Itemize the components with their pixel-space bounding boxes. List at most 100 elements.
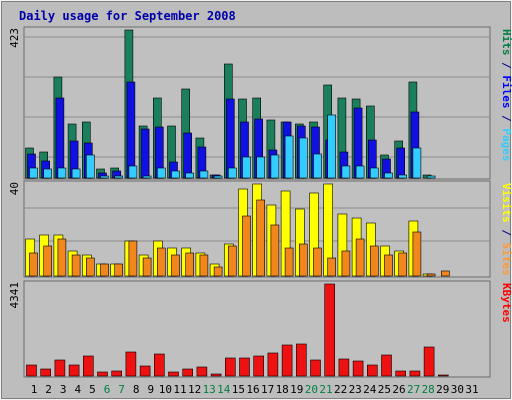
day-label: 10 (159, 383, 172, 396)
bar-pages (171, 170, 180, 179)
bar-sites (86, 257, 95, 277)
bar-kbytes (54, 359, 66, 377)
bar-kbytes (40, 368, 52, 377)
bar-sites (355, 238, 365, 277)
panel-middle-legend-label: Visits / Sites (500, 183, 512, 276)
bar-kbytes (168, 371, 179, 377)
bar-sites (57, 238, 67, 277)
bar-sites (29, 252, 38, 277)
bar-kbytes (310, 359, 321, 377)
day-label: 11 (173, 383, 186, 396)
bar-sites (313, 247, 322, 277)
bar-sites (327, 257, 337, 277)
bar-sites (185, 252, 194, 277)
bar-pages (71, 168, 81, 179)
panel-top-max-label: 423 (8, 28, 21, 48)
legend-part: KBytes (500, 283, 512, 323)
day-label: 14 (217, 383, 231, 396)
bar-sites (71, 254, 81, 277)
day-label: 5 (89, 383, 96, 396)
day-label: 1 (31, 383, 38, 396)
day-label: 9 (147, 383, 154, 396)
bar-kbytes (324, 283, 336, 377)
legend-part: Files (500, 75, 512, 108)
bar-kbytes (281, 344, 293, 377)
bar-kbytes (68, 364, 80, 377)
day-label: 2 (45, 383, 52, 396)
day-label: 18 (276, 383, 289, 396)
bar-sites (199, 254, 209, 277)
bar-sites (341, 250, 351, 277)
bar-sites (157, 247, 166, 277)
day-label: 19 (290, 383, 303, 396)
day-label: 26 (392, 383, 405, 396)
bar-pages (199, 170, 209, 179)
bar-pages (142, 175, 152, 179)
bar-kbytes (83, 355, 94, 377)
bar-pages (242, 156, 251, 179)
legend-part: Sites (500, 243, 512, 276)
bar-sites (369, 245, 379, 277)
day-label: 30 (451, 383, 464, 396)
day-label: 20 (305, 383, 318, 396)
day-label: 8 (133, 383, 140, 396)
bar-kbytes (295, 343, 307, 377)
bar-kbytes (139, 365, 151, 377)
bar-files (226, 98, 235, 179)
legend-part: Hits (500, 29, 512, 56)
day-label: 27 (407, 383, 420, 396)
panel-bottom: 4341 KBytes (8, 280, 512, 378)
bar-sites (256, 199, 266, 277)
day-label: 12 (188, 383, 201, 396)
bar-pages (384, 172, 393, 179)
bar-files (140, 128, 150, 179)
day-label: 29 (436, 383, 449, 396)
day-label: 31 (465, 383, 478, 396)
bar-pages (57, 167, 67, 179)
day-label: 25 (378, 383, 391, 396)
panel-top: 423 Hits / Files / Pages (8, 26, 512, 180)
bar-kbytes (97, 371, 108, 377)
bar-sites (171, 254, 180, 277)
bar-kbytes (196, 366, 208, 377)
bar-kbytes (225, 357, 236, 377)
bar-pages (128, 165, 138, 179)
bar-files (55, 97, 65, 179)
day-label: 28 (422, 383, 435, 396)
bar-kbytes (253, 355, 264, 377)
bar-pages (327, 114, 337, 179)
bar-sites (412, 231, 422, 277)
day-label: 7 (118, 383, 125, 396)
bar-sites (43, 245, 53, 277)
panel-middle-max-label: 40 (8, 182, 21, 195)
bar-kbytes (125, 351, 137, 377)
day-label: 16 (246, 383, 259, 396)
bar-pages (29, 167, 38, 179)
bar-kbytes (395, 370, 407, 377)
bar-kbytes (338, 358, 350, 377)
bar-sites (398, 252, 408, 277)
bar-kbytes (210, 373, 222, 377)
bar-files (183, 132, 192, 179)
legend-part: Pages (500, 128, 512, 161)
bar-kbytes (182, 368, 193, 377)
bar-pages (355, 165, 365, 179)
bar-kbytes (381, 354, 392, 377)
bar-pages (298, 137, 308, 179)
bar-kbytes (239, 357, 250, 377)
bar-kbytes (437, 374, 449, 377)
bar-pages (369, 167, 379, 179)
bar-files (126, 81, 136, 179)
day-label: 17 (261, 383, 274, 396)
bar-kbytes (26, 364, 37, 377)
bar-pages (114, 175, 123, 179)
chart-title: Daily usage for September 2008 (19, 9, 236, 23)
bar-pages (412, 147, 422, 179)
bar-sites (384, 254, 393, 277)
bar-pages (157, 167, 166, 179)
panel-bottom-max-label: 4341 (8, 282, 21, 309)
day-label: 13 (203, 383, 216, 396)
bar-kbytes (111, 370, 122, 377)
